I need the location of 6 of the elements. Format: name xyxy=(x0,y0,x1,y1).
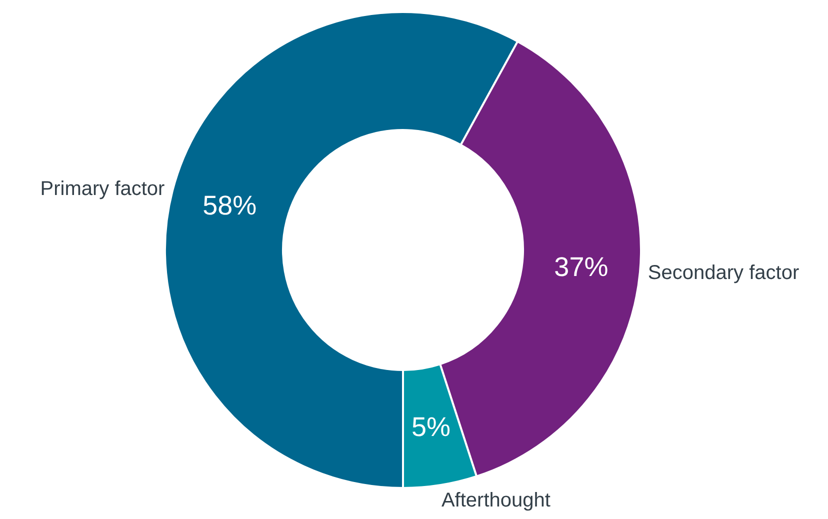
slice-label: Secondary factor xyxy=(648,262,800,284)
slice-label: Afterthought xyxy=(441,490,551,512)
data-label: 37% xyxy=(554,252,608,282)
data-label: 58% xyxy=(202,190,257,220)
data-label: 5% xyxy=(411,412,451,442)
slice-label: Primary factor xyxy=(40,178,166,200)
